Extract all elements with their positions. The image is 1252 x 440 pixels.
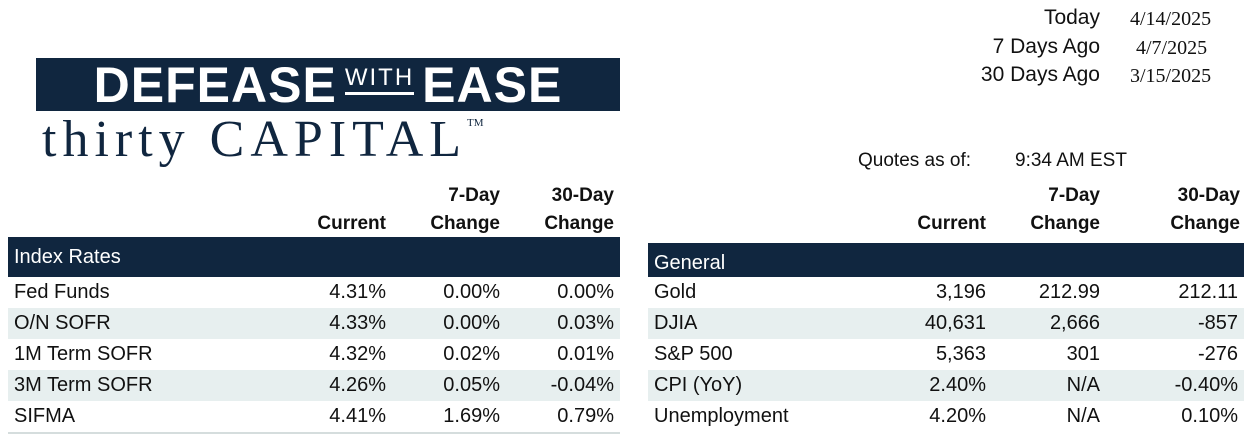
date-value: 3/15/2025 (1130, 65, 1212, 87)
row-7day: 0.00% (443, 312, 500, 334)
row-30day: 212.11 (1178, 281, 1238, 303)
header-30day-bottom: Change (1170, 213, 1240, 234)
table-row: 3M Term SOFR 4.26% 0.05% -0.04% (8, 370, 620, 401)
row-7day: 0.05% (443, 374, 500, 396)
quotes-as-of-label: Quotes as of: (858, 150, 972, 171)
date-row-7-days: 7 Days Ago 4/7/2025 (752, 35, 1252, 61)
table-bottom-rule (8, 432, 620, 434)
row-7day: 0.00% (443, 281, 500, 303)
row-30day: 0.00% (557, 281, 614, 303)
row-current: 4.32% (329, 343, 386, 365)
row-30day: -0.40% (1174, 374, 1238, 396)
row-30day: -857 (1197, 312, 1238, 334)
row-30day: 0.01% (557, 343, 614, 365)
table-row: Gold 3,196 212.99 212.11 (648, 277, 1244, 308)
row-current: 3,196 (935, 281, 986, 303)
row-name: 1M Term SOFR (14, 343, 153, 365)
header-7day-top: 7-Day (448, 185, 500, 206)
row-name: DJIA (654, 312, 698, 334)
row-name: Gold (654, 281, 697, 303)
header-7day-top: 7-Day (1048, 185, 1100, 206)
row-7day: 2,666 (1049, 312, 1100, 334)
logo-banner: DEFEASE WITH EASE (36, 56, 620, 113)
header-30day-top: 30-Day (1177, 185, 1240, 206)
table-row: DJIA 40,631 2,666 -857 (648, 308, 1244, 339)
row-name: Unemployment (654, 405, 789, 427)
general-table: General Gold 3,196 212.99 212.11 DJIA 40… (648, 243, 1244, 432)
company-logo: DEFEASE WITH EASE thirty CAPITALTM (36, 56, 620, 169)
header-7day-bottom: Change (1030, 213, 1100, 234)
row-30day: -276 (1197, 343, 1238, 365)
table-row: 1M Term SOFR 4.32% 0.02% 0.01% (8, 339, 620, 370)
date-value: 4/14/2025 (1130, 8, 1212, 30)
logo-subtitle: thirty CAPITALTM (42, 110, 620, 169)
date-label: 30 Days Ago (980, 63, 1100, 86)
table-row: SIFMA 4.41% 1.69% 0.79% (8, 401, 620, 432)
table-row: Unemployment 4.20% N/A 0.10% (648, 401, 1244, 432)
quotes-as-of-time: 9:34 AM EST (1015, 150, 1127, 171)
row-7day: 1.69% (443, 405, 500, 427)
index-rates-table: Index Rates Fed Funds 4.31% 0.00% 0.00% … (8, 237, 620, 434)
row-name: Fed Funds (14, 281, 110, 303)
date-label: 7 Days Ago (992, 35, 1100, 58)
row-current: 40,631 (924, 312, 986, 334)
row-current: 4.26% (329, 374, 386, 396)
row-current: 4.31% (329, 281, 386, 303)
row-name: 3M Term SOFR (14, 374, 153, 396)
row-current: 4.33% (329, 312, 386, 334)
logo-text-thirty-capital: thirty CAPITAL (42, 111, 468, 168)
logo-text-defease: DEFEASE (93, 56, 337, 113)
row-7day: N/A (1066, 405, 1100, 427)
row-name: O/N SOFR (14, 312, 111, 334)
table-row: CPI (YoY) 2.40% N/A -0.40% (648, 370, 1244, 401)
row-current: 4.41% (329, 405, 386, 427)
table-row: Fed Funds 4.31% 0.00% 0.00% (8, 277, 620, 308)
row-7day: 301 (1066, 343, 1100, 365)
date-row-30-days: 30 Days Ago 3/15/2025 (752, 63, 1252, 89)
row-30day: 0.10% (1181, 405, 1238, 427)
logo-text-ease: EASE (422, 56, 563, 113)
row-name: SIFMA (14, 405, 76, 427)
logo-text-with: WITH (344, 66, 415, 95)
logo-trademark: TM (467, 117, 484, 129)
row-name: S&P 500 (654, 343, 733, 365)
index-rates-title: Index Rates (8, 237, 620, 277)
row-current: 5,363 (935, 343, 986, 365)
row-7day: N/A (1066, 374, 1100, 396)
row-30day: 0.79% (557, 405, 614, 427)
row-7day: 0.02% (443, 343, 500, 365)
general-title: General (648, 243, 1244, 277)
table-row: O/N SOFR 4.33% 0.00% 0.03% (8, 308, 620, 339)
header-current: Current (317, 213, 386, 234)
header-30day-top: 30-Day (551, 185, 614, 206)
row-7day: 212.99 (1038, 281, 1100, 303)
row-name: CPI (YoY) (654, 374, 743, 396)
date-label: Today (1043, 6, 1100, 29)
row-30day: -0.04% (550, 374, 614, 396)
date-row-today: Today 4/14/2025 (752, 6, 1252, 32)
table-row: S&P 500 5,363 301 -276 (648, 339, 1244, 370)
row-current: 2.40% (929, 374, 986, 396)
header-30day-bottom: Change (544, 213, 614, 234)
row-30day: 0.03% (557, 312, 614, 334)
header-current: Current (917, 213, 986, 234)
row-current: 4.20% (929, 405, 986, 427)
date-value: 4/7/2025 (1136, 37, 1208, 59)
header-7day-bottom: Change (430, 213, 500, 234)
